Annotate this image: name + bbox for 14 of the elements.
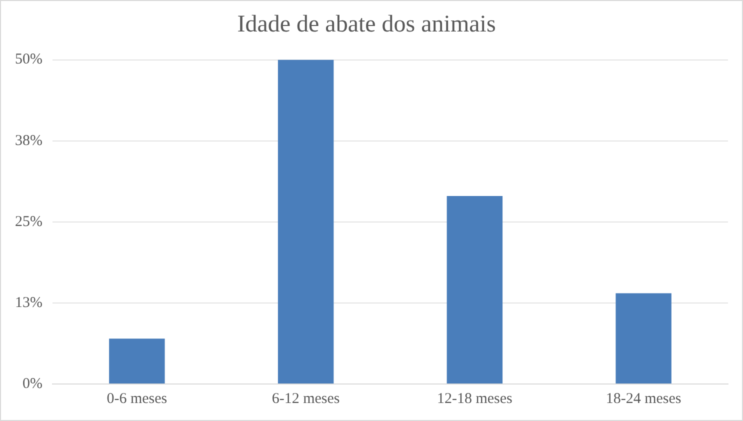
x-tick-label: 12-18 meses (436, 390, 513, 407)
y-tick-label: 38% (14, 132, 42, 149)
x-tick-label: 6-12 meses (272, 390, 340, 407)
y-tick-label: 25% (14, 214, 42, 230)
bar (278, 60, 334, 384)
bar (446, 196, 503, 384)
y-tick-label: 0% (22, 376, 42, 392)
y-tick-label: 13% (14, 294, 42, 311)
bar (109, 338, 165, 384)
bar (616, 293, 672, 384)
x-tick-label: 0-6 meses (106, 390, 168, 407)
y-tick-label: 50% (14, 52, 42, 68)
x-tick-label: 18-24 meses (606, 390, 682, 407)
chart-title: Idade de abate dos animais (237, 12, 496, 38)
